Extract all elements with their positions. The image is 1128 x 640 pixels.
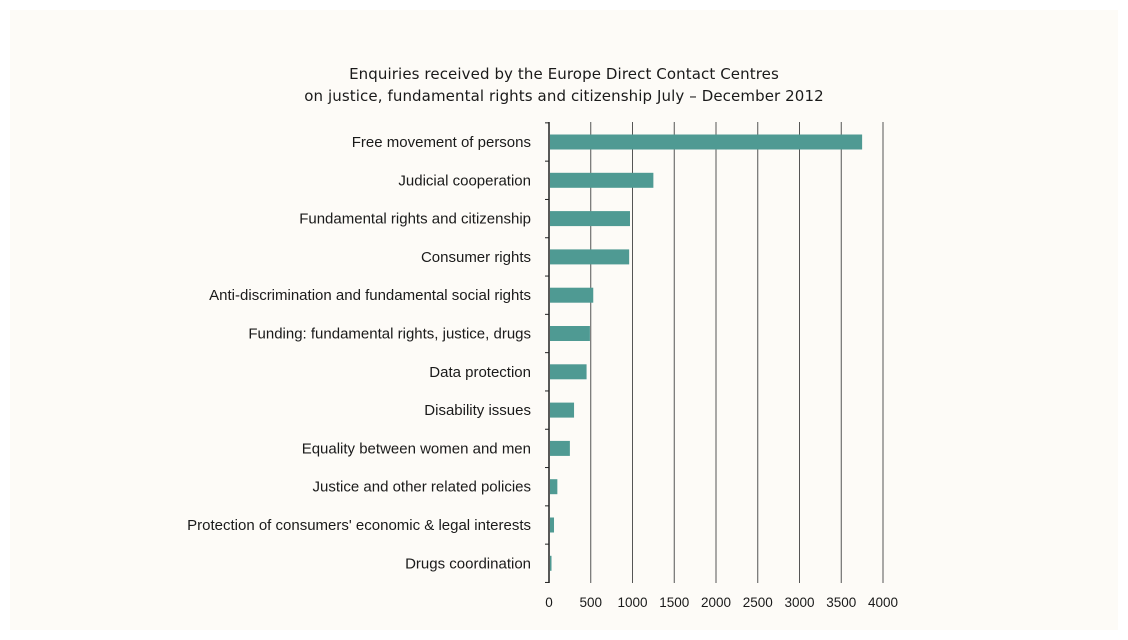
x-tick-label: 500 (579, 595, 602, 610)
x-tick-label: 1500 (659, 595, 689, 610)
bar (550, 211, 630, 227)
category-label: Free movement of persons (352, 134, 531, 151)
x-tick-label: 3500 (826, 595, 856, 610)
bar (550, 479, 558, 495)
category-label: Anti-discrimination and fundamental soci… (209, 287, 531, 304)
x-tick-label: 4000 (868, 595, 898, 610)
chart-title: Enquiries received by the Europe Direct … (349, 65, 779, 83)
chart-subtitle: on justice, fundamental rights and citiz… (304, 87, 824, 105)
x-tick-label: 1000 (617, 595, 647, 610)
bar (550, 326, 590, 341)
bar (550, 287, 594, 303)
axes (545, 122, 550, 583)
bar (550, 402, 575, 418)
category-label: Data protection (429, 364, 531, 381)
x-tick-label: 3000 (784, 595, 814, 610)
category-label: Funding: fundamental rights, justice, dr… (248, 326, 531, 343)
bar (550, 440, 570, 456)
category-label: Justice and other related policies (313, 479, 531, 496)
category-label: Judicial cooperation (398, 172, 531, 189)
bars (550, 134, 863, 571)
bar (550, 517, 555, 533)
category-labels: Free movement of persons Judicial coopera… (187, 134, 531, 572)
category-label: Drugs coordination (405, 555, 531, 572)
category-label: Protection of consumers' economic & lega… (187, 517, 531, 534)
x-tick-label: 2500 (743, 595, 773, 610)
x-tick-label: 0 (545, 595, 553, 610)
x-tick-label: 2000 (701, 595, 731, 610)
bar (550, 555, 552, 571)
category-label: Consumer rights (421, 249, 531, 266)
category-label: Fundamental rights and citizenship (299, 211, 531, 228)
bar (550, 134, 863, 150)
category-label: Equality between women and men (302, 440, 531, 457)
grid-lines (590, 122, 884, 583)
x-tick-labels: 0 500 1000 1500 2000 2500 3000 3500 4000 (545, 595, 898, 610)
bar (550, 172, 654, 188)
category-label: Disability issues (424, 402, 531, 419)
bar (550, 364, 587, 380)
chart-background (10, 10, 1118, 630)
bar (550, 249, 630, 265)
